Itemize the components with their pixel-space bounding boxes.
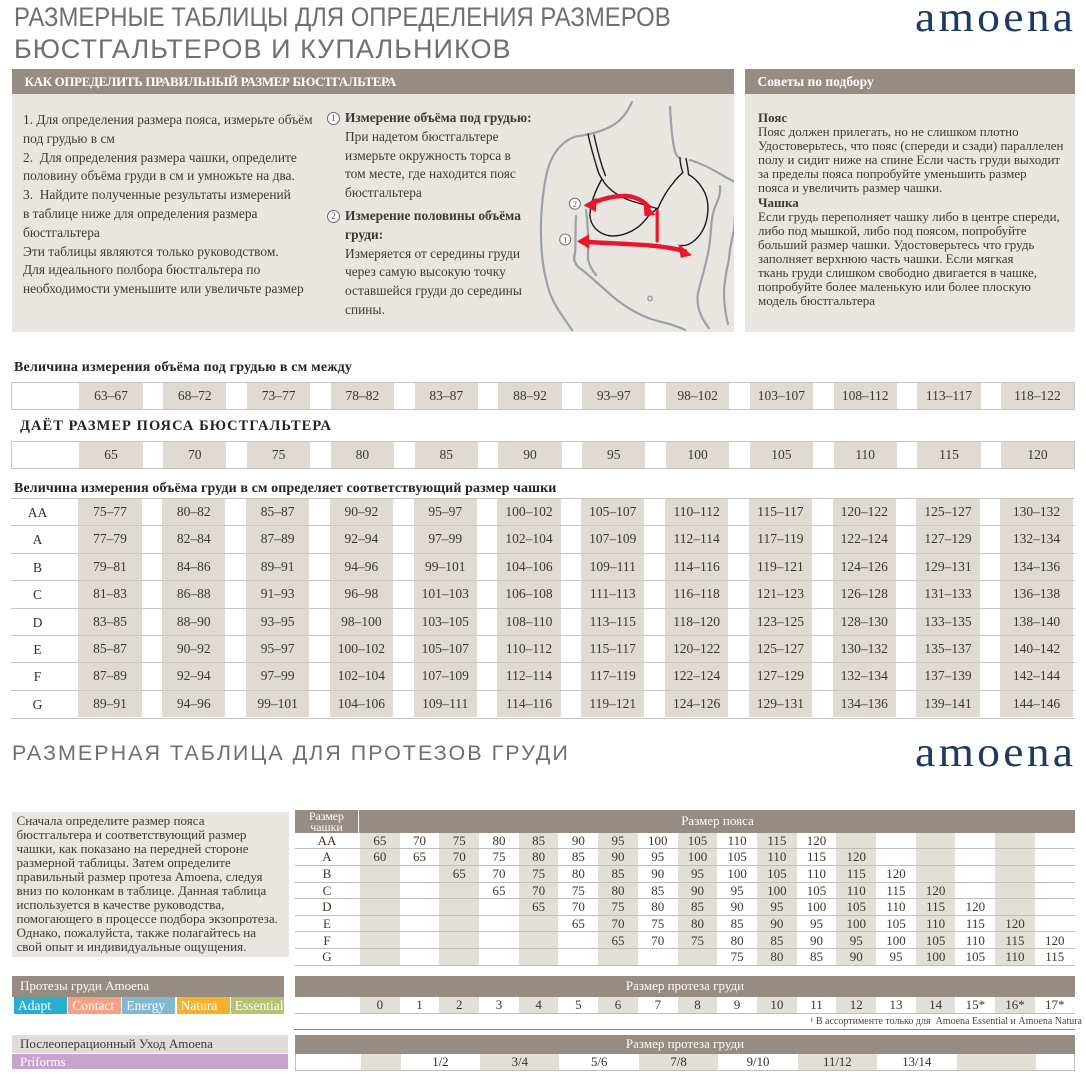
svg-text:1: 1 <box>563 234 567 244</box>
svg-text:2: 2 <box>573 198 577 208</box>
